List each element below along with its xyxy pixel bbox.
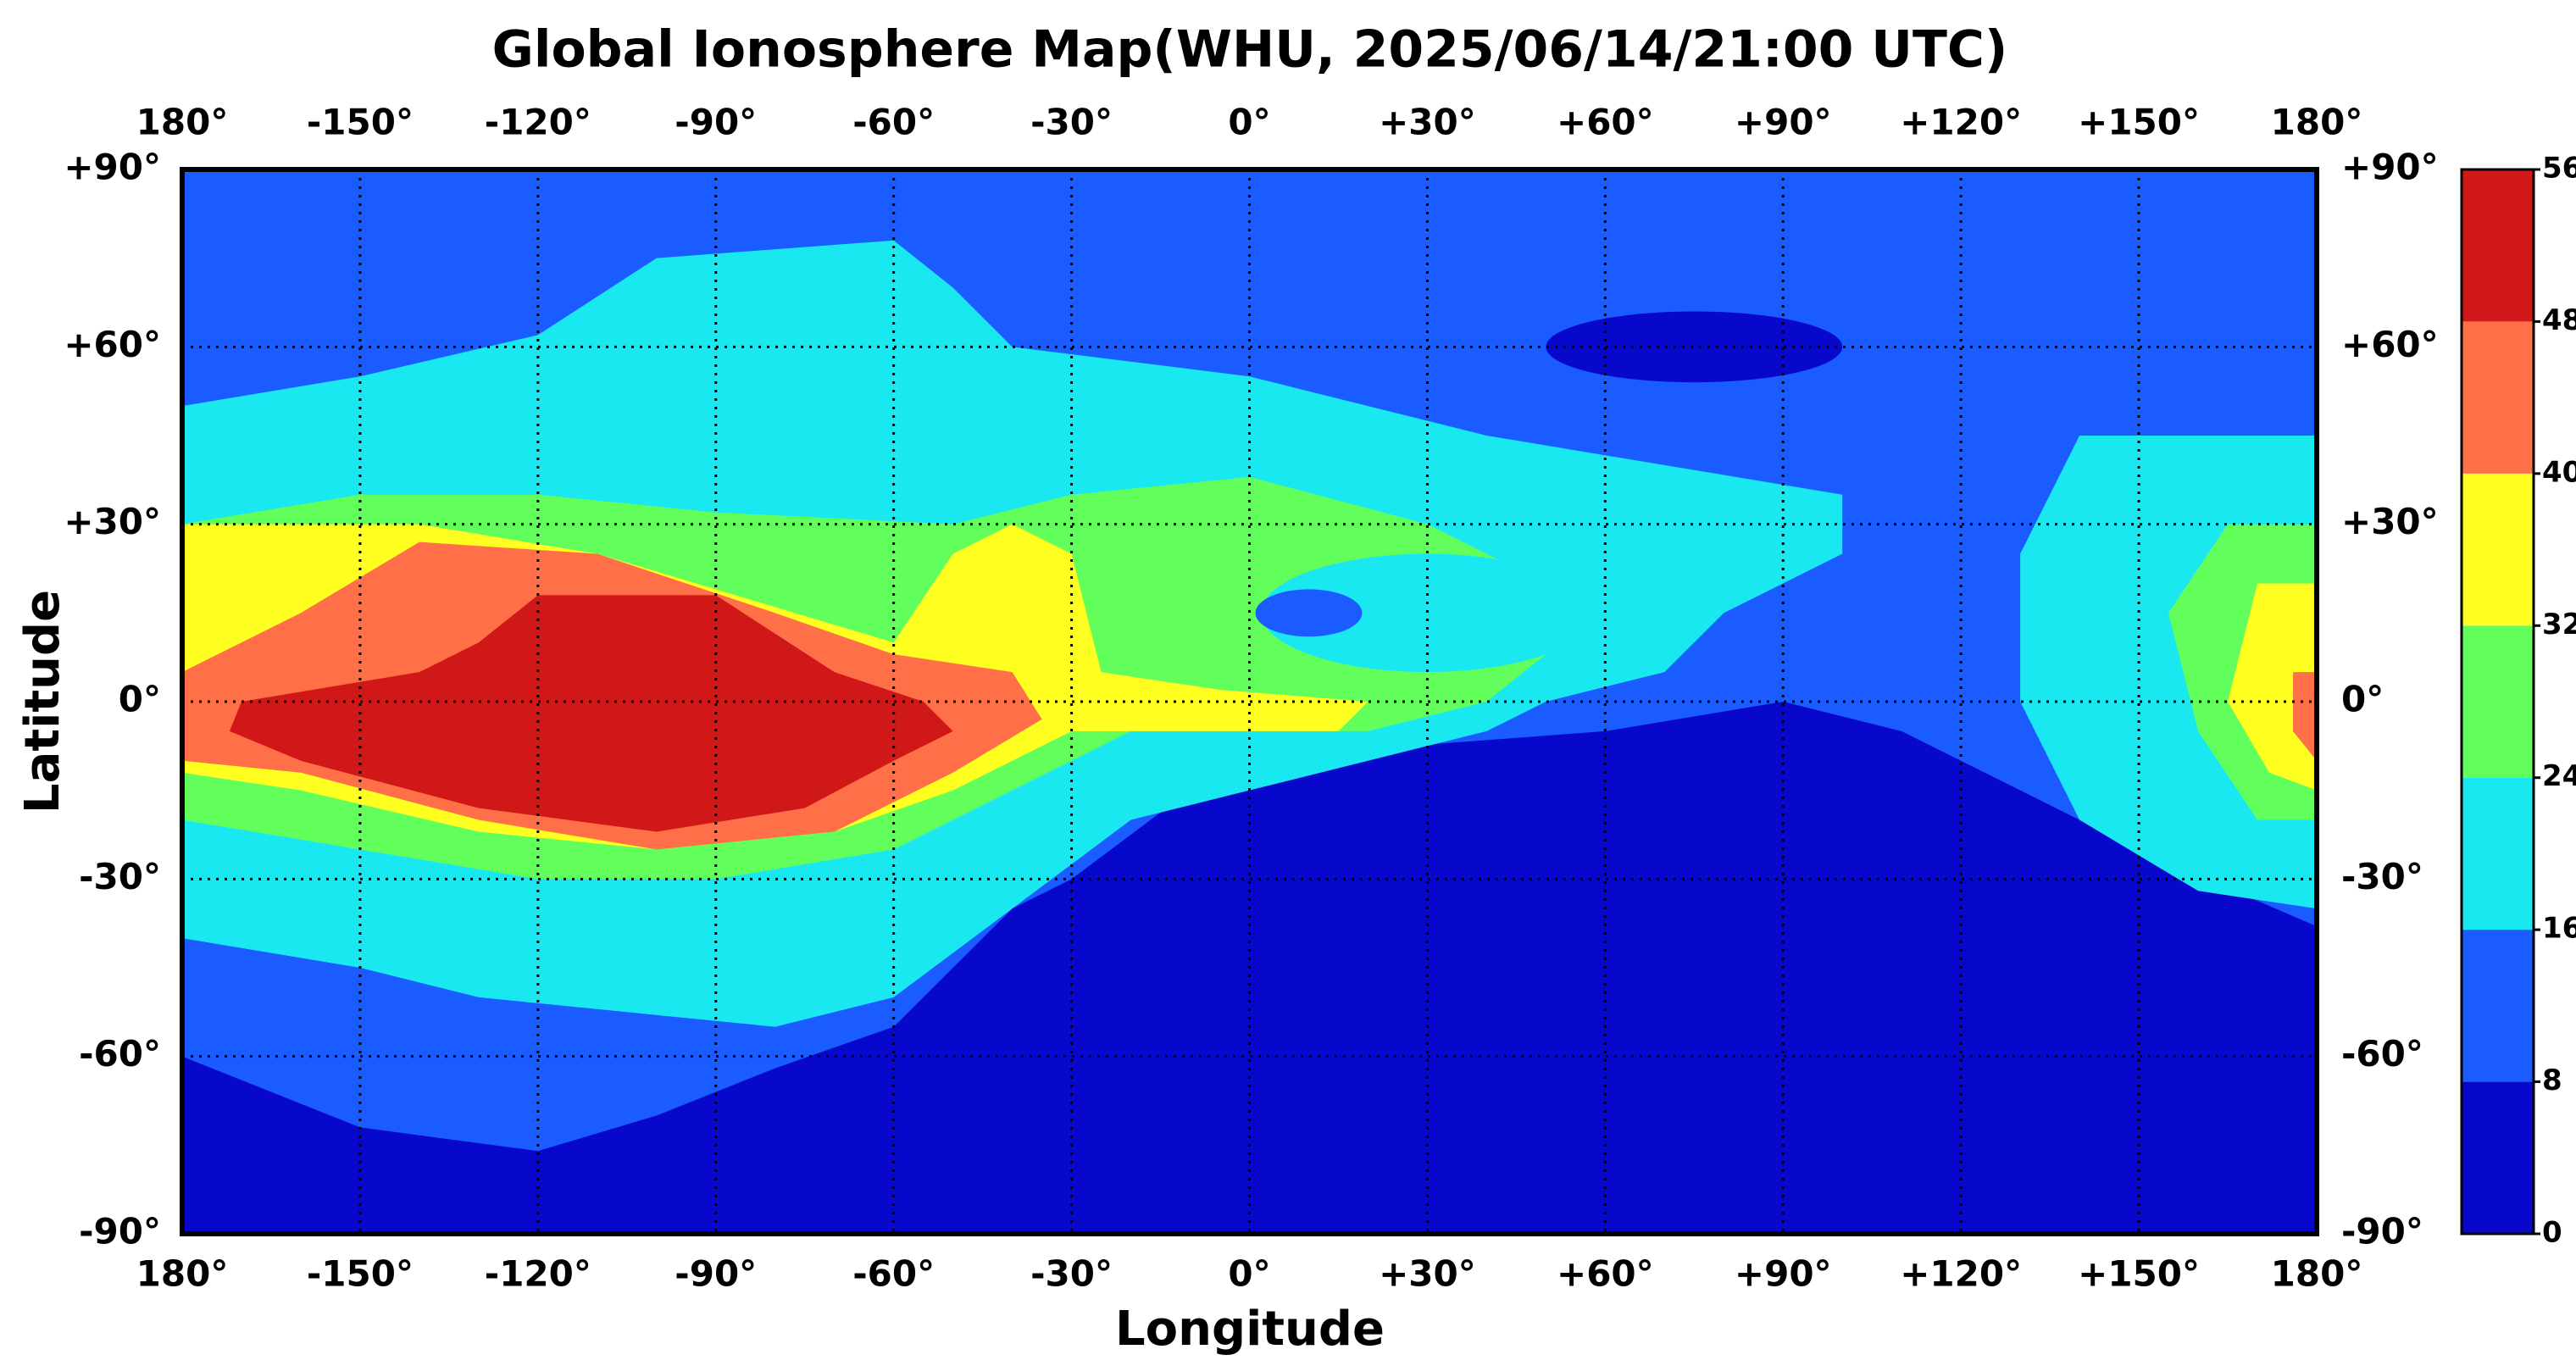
x-tick-label: +120° <box>1900 102 2022 143</box>
x-tick-label: +60° <box>1557 102 1654 143</box>
x-tick-label: +60° <box>1557 1253 1654 1295</box>
y-tick-label: -30° <box>79 856 161 897</box>
x-tick-label: 180° <box>136 1253 229 1295</box>
x-tick-label: +90° <box>1735 1253 1832 1295</box>
x-tick-label: 0° <box>1228 1253 1270 1295</box>
x-axis-label: Longitude <box>1115 1302 1385 1357</box>
x-tick-label: -120° <box>485 102 591 143</box>
y-tick-label: -60° <box>2341 1033 2423 1074</box>
x-tick-label: -60° <box>852 102 935 143</box>
x-tick-label: 180° <box>136 102 229 143</box>
y-tick-label: +90° <box>64 147 161 188</box>
colorbar-bin <box>2462 1081 2534 1234</box>
colorbar-bin <box>2462 625 2534 778</box>
y-tick-label: 0° <box>2341 679 2384 720</box>
y-tick-label: -90° <box>79 1211 161 1252</box>
chart-title: Global Ionosphere Map(WHU, 2025/06/14/21… <box>492 20 2008 80</box>
colorbar-label: 16 <box>2542 912 2576 946</box>
x-tick-label: -90° <box>675 1253 757 1295</box>
colorbar-frame <box>2460 168 2535 1236</box>
x-tick-label: -120° <box>485 1253 591 1295</box>
x-tick-label: 180° <box>2271 102 2363 143</box>
map-frame <box>180 167 2319 1236</box>
x-tick-label: 0° <box>1228 102 1270 143</box>
y-tick-label: -90° <box>2341 1211 2423 1252</box>
y-axis-label: Latitude <box>15 590 70 813</box>
y-tick-label: +60° <box>64 324 161 365</box>
tec-region <box>1261 553 1594 673</box>
tec-region <box>2293 672 2317 761</box>
y-tick-label: -30° <box>2341 856 2423 897</box>
y-tick-label: +30° <box>64 501 161 542</box>
y-tick-label: +90° <box>2341 147 2439 188</box>
x-tick-label: +150° <box>2078 102 2200 143</box>
tec-region <box>229 595 953 832</box>
x-tick-label: +150° <box>2078 1253 2200 1295</box>
x-tick-label: -150° <box>307 102 414 143</box>
tec-region <box>1255 589 1363 637</box>
colorbar-bin <box>2462 777 2534 930</box>
colorbar-label: 40 <box>2542 455 2576 489</box>
y-tick-label: +30° <box>2341 501 2439 542</box>
colorbar-bin <box>2462 169 2534 322</box>
colorbar-bin <box>2462 321 2534 474</box>
colorbar-label: 24 <box>2542 759 2576 793</box>
y-tick-label: +60° <box>2341 324 2439 365</box>
colorbar-label: 56 <box>2542 152 2576 186</box>
x-tick-label: +120° <box>1900 1253 2022 1295</box>
x-tick-label: +30° <box>1379 102 1476 143</box>
x-tick-label: -90° <box>675 102 757 143</box>
tec-region <box>1546 311 1843 383</box>
x-tick-label: 180° <box>2271 1253 2363 1295</box>
x-tick-label: -60° <box>852 1253 935 1295</box>
colorbar-bin <box>2462 473 2534 626</box>
y-tick-label: 0° <box>119 679 161 720</box>
colorbar-label: 32 <box>2542 608 2576 641</box>
x-tick-label: -30° <box>1030 1253 1113 1295</box>
tec-region <box>2228 583 2317 791</box>
colorbar-label: 48 <box>2542 303 2576 337</box>
x-tick-label: -150° <box>307 1253 414 1295</box>
x-tick-label: +90° <box>1735 102 1832 143</box>
colorbar-bin <box>2462 930 2534 1082</box>
colorbar-label: 8 <box>2542 1063 2562 1097</box>
x-tick-label: -30° <box>1030 102 1113 143</box>
y-tick-label: -60° <box>79 1033 161 1074</box>
colorbar-label: 0 <box>2542 1216 2562 1250</box>
x-tick-label: +30° <box>1379 1253 1476 1295</box>
